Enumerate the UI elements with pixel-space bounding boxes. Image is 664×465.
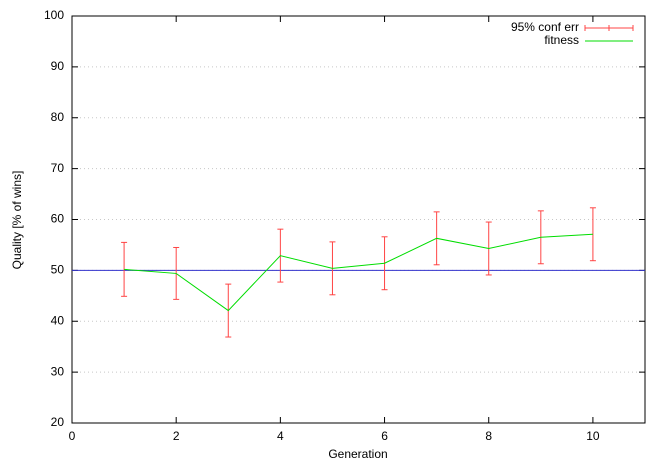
legend-label: 95% conf err [511,20,579,34]
y-tick-label: 40 [51,313,65,327]
y-tick-label: 70 [51,161,65,175]
x-tick-label: 0 [69,429,76,443]
plot-frame [71,15,646,424]
x-tick-label: 2 [173,429,180,443]
line [124,233,593,312]
y-axis-label: Quality [% of wins] [10,171,24,270]
y-tick-label: 90 [51,59,65,73]
x-tick-label: 8 [485,429,492,443]
y-tick-label: 100 [44,8,64,22]
y-tick-label: 50 [51,263,65,277]
x-tick-label: 10 [586,429,600,443]
x-tick-label: 4 [277,429,284,443]
y-tick-label: 30 [51,364,65,378]
x-tick-label: 6 [381,429,388,443]
y-tick-label: 60 [51,212,65,226]
y-tick-label: 20 [51,415,65,429]
x-axis-label: Generation [328,447,387,461]
y-tick-label: 80 [51,110,65,124]
legend-label: fitness [544,33,579,47]
